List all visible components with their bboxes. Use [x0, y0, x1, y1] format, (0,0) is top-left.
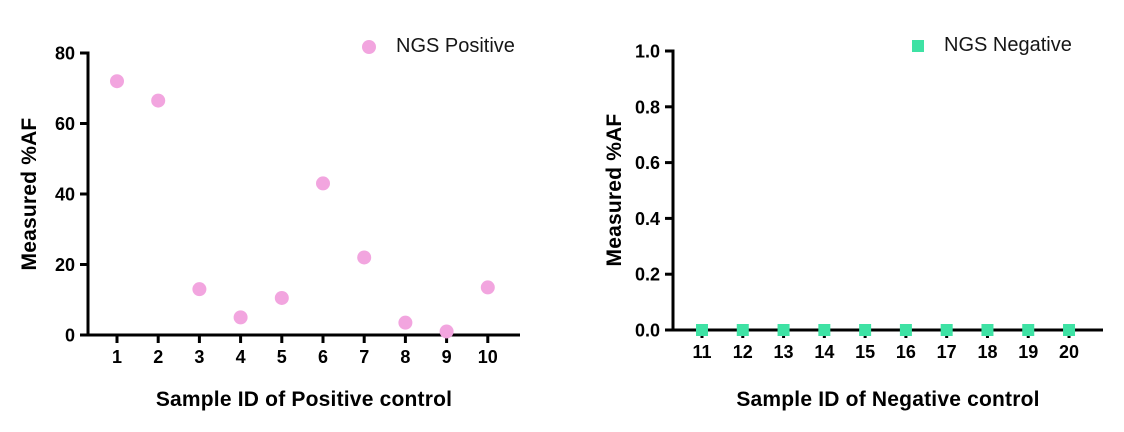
data-point: [439, 324, 454, 339]
data-point: [981, 324, 994, 336]
data-point: [110, 74, 124, 89]
data-point: [357, 250, 372, 265]
x-tick-label: 10: [478, 347, 498, 367]
x-tick-label: 17: [937, 342, 957, 362]
x-tick-label: 8: [400, 347, 410, 367]
y-tick-label: 0.6: [635, 153, 660, 173]
negative-plot-area: 0.0 0.2 0.4 0.6 0.8 1.0 11 12 13 14 15 16 17 18 19 20: [635, 41, 1103, 362]
data-point: [859, 324, 872, 336]
positive-y-axis-title: Measured %AF: [18, 117, 41, 271]
data-point: [1022, 324, 1035, 336]
x-tick-label: 9: [442, 347, 452, 367]
negative-legend: NGS Negative: [912, 34, 1072, 57]
data-point: [696, 324, 708, 336]
ngs-negative-marker-icon: [912, 39, 924, 52]
positive-legend-label: NGS Positive: [396, 35, 515, 57]
data-point: [736, 324, 749, 336]
x-tick-label: 1: [112, 347, 122, 367]
data-point: [151, 93, 166, 108]
x-tick-label: 12: [733, 342, 753, 362]
data-point: [818, 324, 831, 336]
negative-y-axis-title: Measured %AF: [603, 113, 626, 267]
x-tick-label: 13: [774, 342, 794, 362]
x-tick-label: 4: [236, 347, 246, 367]
x-tick-label: 19: [1018, 342, 1038, 362]
x-tick-label: 14: [814, 342, 834, 362]
y-tick-label: 0.0: [635, 320, 660, 340]
x-tick-label: 2: [153, 347, 163, 367]
x-tick-label: 7: [359, 347, 369, 367]
y-tick-label: 1.0: [635, 41, 660, 61]
data-point: [1063, 324, 1076, 336]
x-tick-label: 20: [1059, 342, 1079, 362]
data-point: [192, 282, 207, 297]
x-tick-label: 18: [977, 342, 997, 362]
data-point: [480, 280, 495, 295]
y-tick-label: 0.2: [635, 265, 660, 285]
positive-x-axis-title: Sample ID of Positive control: [155, 388, 453, 411]
y-tick-label: 0.8: [635, 97, 660, 117]
positive-legend: NGS Positive: [362, 35, 515, 58]
x-tick-label: 15: [855, 342, 875, 362]
y-tick-label: 40: [55, 184, 75, 204]
negative-legend-label: NGS Negative: [944, 34, 1072, 56]
data-point: [899, 324, 912, 336]
negative-x-axis-title: Sample ID of Negative control: [736, 388, 1040, 411]
x-tick-label: 16: [896, 342, 916, 362]
data-point: [777, 324, 790, 336]
y-tick-label: 20: [55, 255, 75, 275]
positive-control-chart: 0 20 40 60 80 1 2 3 4 5 6 7 8 9 10 Measured %AF NGS Po…: [18, 35, 520, 411]
data-point: [398, 315, 413, 330]
ngs-positive-marker-icon: [362, 39, 376, 54]
y-tick-label: 60: [55, 114, 75, 134]
data-point: [274, 290, 289, 305]
x-tick-label: 5: [277, 347, 287, 367]
data-point: [940, 324, 953, 336]
data-point: [233, 310, 248, 325]
y-tick-label: 0.4: [635, 209, 660, 229]
x-tick-label: 6: [318, 347, 328, 367]
negative-control-chart: 0.0 0.2 0.4 0.6 0.8 1.0 11 12 13 14 15 16 17 18 19 20 M…: [562, 0, 1124, 432]
positive-plot-area: 0 20 40 60 80 1 2 3 4 5 6 7 8 9 10: [55, 43, 520, 367]
data-point: [316, 176, 330, 191]
x-tick-label: 3: [194, 347, 204, 367]
x-tick-label: 11: [692, 342, 711, 362]
y-tick-label: 0: [65, 325, 75, 345]
y-tick-label: 80: [55, 43, 75, 63]
